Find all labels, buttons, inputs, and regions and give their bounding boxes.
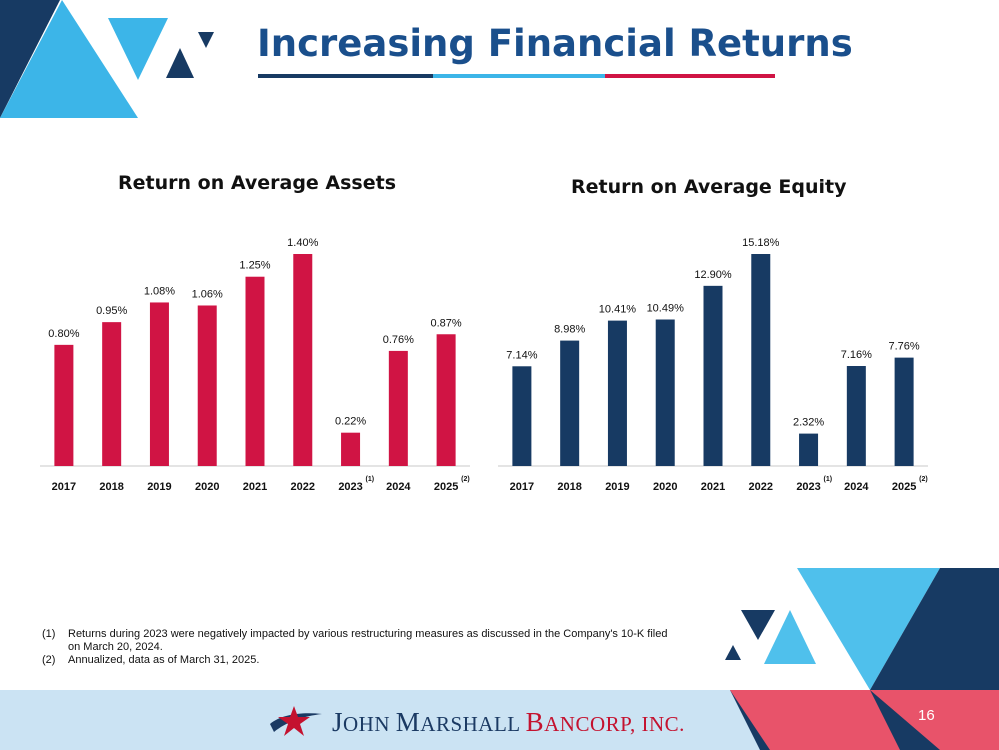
tick-label-2025: 2025 xyxy=(892,481,916,493)
tick-label-2024: 2024 xyxy=(844,481,869,493)
bar-2022 xyxy=(293,254,313,466)
data-label-2019: 10.41% xyxy=(599,304,637,316)
deco-triangle xyxy=(0,0,60,118)
roae-chart: 7.14% 2017 8.98% 2018 10.41% 2019 10.49% 2020 12… xyxy=(498,220,938,505)
tick-label-2019: 2019 xyxy=(605,481,629,493)
company-logo: JOHN MARSHALL BANCORP, INC. xyxy=(268,700,685,744)
company-name: JOHN MARSHALL BANCORP, INC. xyxy=(332,707,685,738)
logo-initial: J xyxy=(332,706,344,737)
deco-triangle xyxy=(730,690,900,750)
data-label-2019: 1.08% xyxy=(144,285,175,297)
tick-label-2017: 2017 xyxy=(52,481,76,493)
tick-label-2022: 2022 xyxy=(291,481,315,493)
bar-2025 xyxy=(894,357,914,466)
tick-label-2021: 2021 xyxy=(243,481,267,493)
tick-label-2024: 2024 xyxy=(386,481,411,493)
bar-2018 xyxy=(560,340,580,466)
page-number: 16 xyxy=(918,707,935,724)
roaa-chart-svg: 0.80% 2017 0.95% 2018 1.08% 2019 1.06% 2020 1.25… xyxy=(40,237,470,493)
bar-2017 xyxy=(512,366,532,466)
tick-label-2017: 2017 xyxy=(510,481,534,493)
roae-chart-title: Return on Average Equity xyxy=(571,176,847,198)
tick-note-2023: (1) xyxy=(366,476,375,483)
tick-label-2023: 2023 xyxy=(796,481,820,493)
roaa-chart-title: Return on Average Assets xyxy=(118,172,397,194)
star-swoosh-icon xyxy=(270,706,322,736)
deco-triangle xyxy=(741,610,775,640)
data-label-2022: 1.40% xyxy=(287,237,318,249)
bar-2020 xyxy=(197,305,217,466)
bar-2018 xyxy=(102,322,122,466)
deco-triangle xyxy=(870,568,999,690)
deco-triangle xyxy=(870,690,999,750)
bar-2023 xyxy=(799,433,819,466)
data-label-2023: 0.22% xyxy=(335,416,366,428)
data-label-2017: 7.14% xyxy=(506,349,537,361)
tick-label-2018: 2018 xyxy=(99,481,123,493)
tick-label-2019: 2019 xyxy=(147,481,171,493)
deco-triangle xyxy=(108,18,168,80)
deco-triangle xyxy=(198,32,214,48)
footnote-2-number: (2) xyxy=(42,654,56,666)
bar-2019 xyxy=(607,320,627,466)
data-label-2020: 1.06% xyxy=(192,288,223,300)
bar-2019 xyxy=(149,302,169,466)
deco-triangle xyxy=(0,0,138,118)
title-rule-crimson xyxy=(605,74,775,78)
data-label-2018: 8.98% xyxy=(554,324,585,336)
data-label-2018: 0.95% xyxy=(96,305,127,317)
footnote-2-text: Annualized, data as of March 31, 2025. xyxy=(68,654,260,666)
slide-title: Increasing Financial Returns xyxy=(257,22,853,65)
bar-2017 xyxy=(54,344,74,466)
data-label-2023: 2.32% xyxy=(793,417,824,429)
deco-triangle xyxy=(764,610,816,664)
title-rule-sky xyxy=(433,74,605,78)
tick-label-2022: 2022 xyxy=(749,481,773,493)
data-label-2017: 0.80% xyxy=(48,328,79,340)
tick-note-2025: (2) xyxy=(919,476,928,483)
roae-chart-svg: 7.14% 2017 8.98% 2018 10.41% 2019 10.49% 2020 12… xyxy=(498,237,928,493)
bar-2021 xyxy=(703,285,723,466)
data-label-2022: 15.18% xyxy=(742,237,780,249)
tick-label-2018: 2018 xyxy=(557,481,581,493)
tick-note-2023: (1) xyxy=(824,476,833,483)
bar-2024 xyxy=(388,350,408,466)
footnote-1-text: Returns during 2023 were negatively impa… xyxy=(68,628,668,653)
deco-triangle xyxy=(797,568,940,690)
tick-label-2021: 2021 xyxy=(701,481,725,493)
tick-label-2025: 2025 xyxy=(434,481,458,493)
tick-label-2020: 2020 xyxy=(195,481,219,493)
logo-initial: M xyxy=(395,706,421,737)
deco-triangle xyxy=(725,645,741,660)
data-label-2021: 1.25% xyxy=(239,260,270,272)
bar-2023 xyxy=(341,432,361,466)
footnote-1: (1) Returns during 2023 were negatively … xyxy=(42,628,682,654)
tick-label-2020: 2020 xyxy=(653,481,677,493)
footnote-1-number: (1) xyxy=(42,628,56,640)
logo-word: ARSHALL xyxy=(420,711,526,736)
data-label-2025: 0.87% xyxy=(431,317,462,329)
logo-word: ANCORP, INC. xyxy=(544,711,685,736)
bar-2022 xyxy=(751,254,771,466)
footnotes: (1) Returns during 2023 were negatively … xyxy=(42,628,682,667)
bar-2025 xyxy=(436,334,456,466)
data-label-2024: 0.76% xyxy=(383,334,414,346)
logo-initial: B xyxy=(525,706,545,737)
bar-2020 xyxy=(655,319,675,466)
deco-triangle xyxy=(166,48,194,78)
tick-note-2025: (2) xyxy=(461,476,470,483)
tick-label-2023: 2023 xyxy=(338,481,362,493)
bar-2021 xyxy=(245,276,265,466)
title-rule-navy xyxy=(258,74,433,78)
logo-word: OHN xyxy=(343,711,396,736)
footnote-2: (2) Annualized, data as of March 31, 202… xyxy=(42,654,682,667)
bar-2024 xyxy=(846,366,866,466)
data-label-2021: 12.90% xyxy=(694,269,732,281)
data-label-2024: 7.16% xyxy=(841,349,872,361)
data-label-2020: 10.49% xyxy=(647,302,685,314)
data-label-2025: 7.76% xyxy=(889,341,920,353)
roaa-chart: 0.80% 2017 0.95% 2018 1.08% 2019 1.06% 2020 1.25… xyxy=(40,220,480,505)
